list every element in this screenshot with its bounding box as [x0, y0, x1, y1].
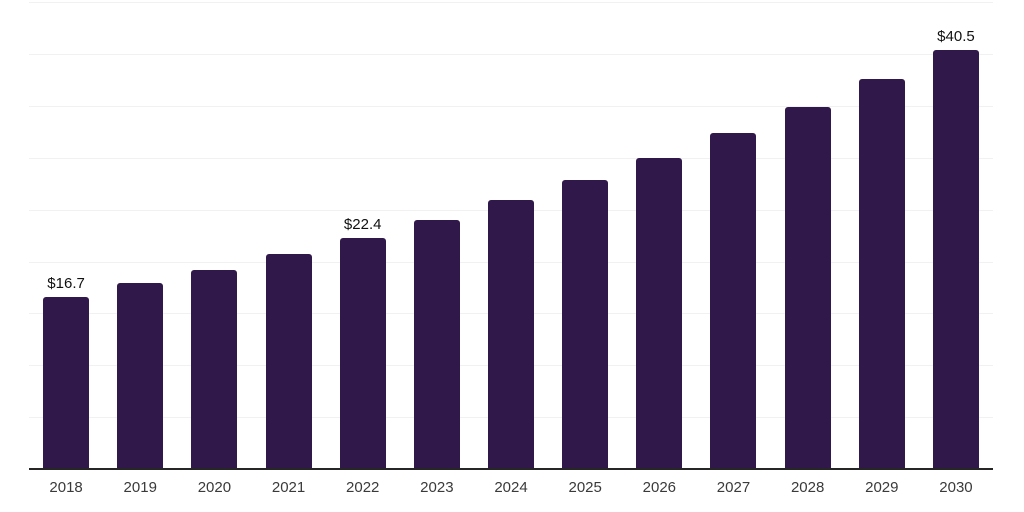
bar-2029 [858, 79, 905, 470]
bar-slot-2025 [548, 179, 622, 470]
x-tick-label-2021: 2021 [271, 479, 306, 496]
x-tick-label-2027: 2027 [716, 479, 751, 496]
bar-slot-2020 [177, 269, 251, 470]
x-tick-label-2019: 2019 [123, 479, 157, 496]
x-tick-label-2030: 2030 [939, 479, 973, 496]
gridline-35 [29, 106, 993, 108]
gridline-30 [29, 157, 993, 159]
bar-slot-2023 [400, 220, 474, 470]
x-tick-label-2018: 2018 [49, 479, 83, 496]
bar-2022 [339, 237, 386, 470]
value-label-2030: $40.5 [937, 28, 975, 45]
bar-2030 [932, 50, 979, 470]
bar-slot-2024 [474, 200, 548, 470]
bar-slot-2027 [696, 132, 770, 470]
value-label-2022: $22.4 [343, 215, 382, 233]
bar-2021 [265, 254, 312, 470]
bar-slot-2019 [103, 283, 177, 470]
value-label-2018: $16.7 [47, 274, 85, 292]
bar-2026 [636, 157, 683, 470]
x-axis-tick-labels: 2018 2019 2020 2021 2022 2023 2024 2025 2026 2027… [29, 480, 993, 495]
bar-2020 [191, 269, 238, 470]
plot-area: $16.7 $22.4 $40.5 [29, 0, 993, 470]
x-tick-label-2025: 2025 [568, 479, 602, 496]
bar-2019 [117, 283, 164, 470]
gridline-40 [29, 54, 993, 56]
bar-slot-2028 [771, 107, 845, 470]
bars-container: $16.7 $22.4 $40.5 [29, 0, 993, 470]
bar-2028 [784, 107, 831, 470]
bar-2023 [413, 220, 460, 470]
x-tick-label-2022: 2022 [346, 479, 380, 496]
bar-2027 [710, 132, 757, 470]
x-axis-line [29, 468, 993, 470]
bar-2025 [562, 179, 609, 470]
x-tick-label-2026: 2026 [642, 479, 677, 496]
x-tick-label-2020: 2020 [197, 479, 232, 496]
bar-slot-2030: $40.5 [919, 29, 993, 470]
x-tick-label-2029: 2029 [865, 479, 899, 496]
bar-slot-2018: $16.7 [29, 276, 103, 470]
x-tick-label-2024: 2024 [494, 479, 528, 496]
x-tick-label-2023: 2023 [420, 479, 454, 496]
bar-slot-2021 [251, 254, 325, 470]
gridline-45 [29, 2, 993, 4]
bar-slot-2029 [845, 79, 919, 470]
bar-slot-2026 [622, 157, 696, 470]
bar-slot-2022: $22.4 [326, 217, 400, 470]
bar-2024 [488, 200, 535, 470]
x-tick-label-2028: 2028 [790, 479, 825, 496]
bar-2018 [43, 296, 90, 470]
